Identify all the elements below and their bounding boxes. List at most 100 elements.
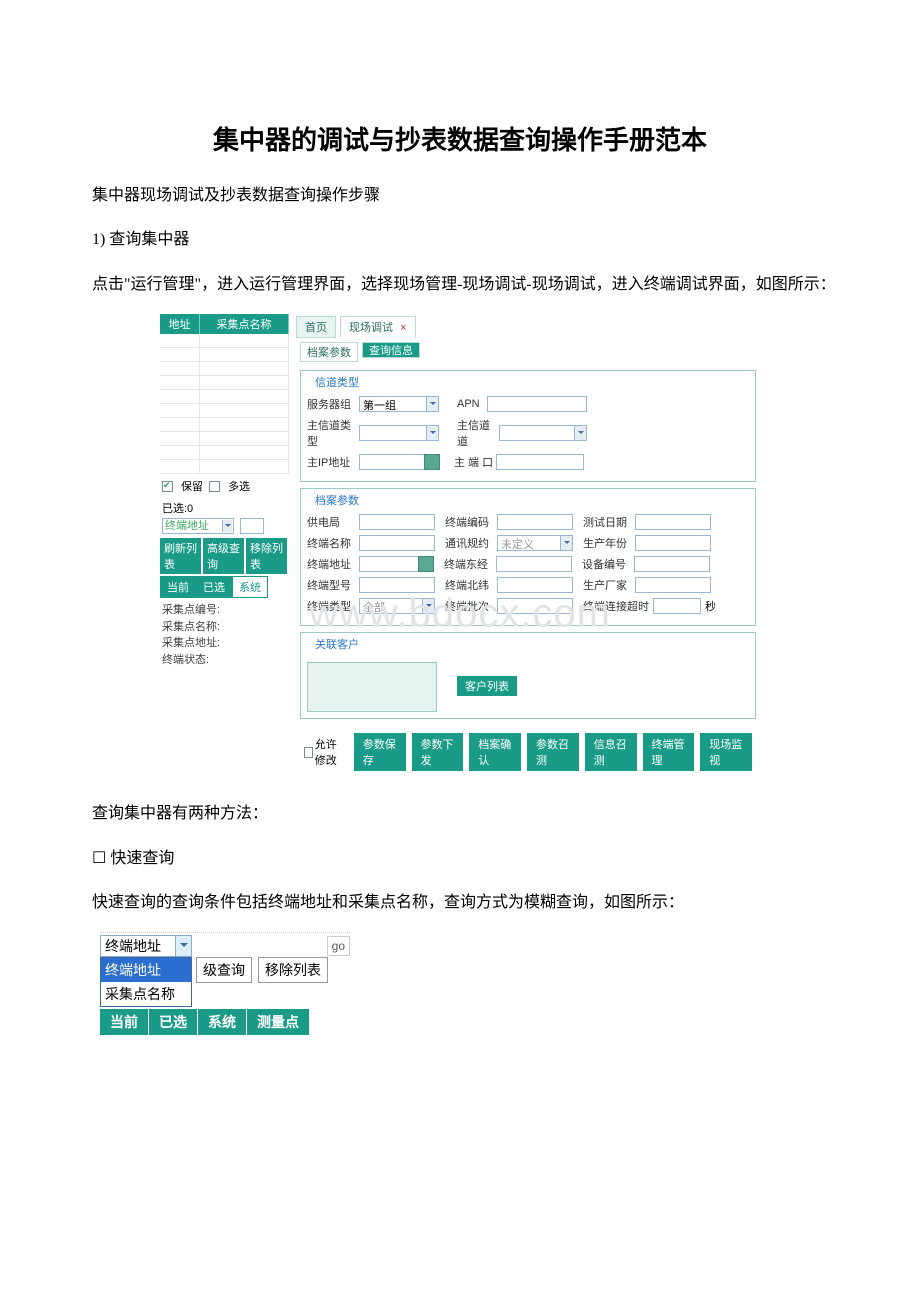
param-send-button[interactable]: 参数下发 (412, 733, 464, 771)
archive-confirm-button[interactable]: 档案确认 (469, 733, 521, 771)
bottom-tab-row: 当前 已选 系统 测量点 (100, 1009, 350, 1035)
left-tabstrip: 当前 已选 系统 (160, 576, 289, 598)
term-addr-input[interactable] (359, 556, 419, 572)
doc-title: 集中器的调试与抄表数据查询操作手册范本 (60, 120, 860, 157)
tab-debug[interactable]: 现场调试 × (340, 316, 416, 338)
archive-section: 档案参数 供电局 终端编码 测试日期 终端名称 通讯规约 未定义 生产年份 (300, 488, 756, 626)
multi-label: 多选 (228, 478, 250, 494)
main-channel-select[interactable] (499, 425, 587, 441)
tab-archive-params[interactable]: 档案参数 (300, 342, 358, 362)
close-icon[interactable]: × (400, 322, 406, 334)
info-recall-button[interactable]: 信息召测 (585, 733, 637, 771)
term-batch-input[interactable] (497, 598, 573, 614)
main-port-label: 主 端 口 (454, 454, 496, 470)
main-ip-input[interactable] (359, 454, 425, 470)
bottom-buttons: 允许修改 参数保存 参数下发 档案确认 参数召测 信息召测 终端管理 现场监视 (296, 725, 760, 775)
allow-edit-label: 允许修改 (315, 736, 348, 768)
refresh-list-button[interactable]: 刷新列表 (160, 538, 201, 574)
protocol-label: 通讯规约 (445, 535, 497, 551)
test-date-label: 测试日期 (583, 514, 635, 530)
customer-title: 关联客户 (311, 636, 363, 652)
power-bureau-label: 供电局 (307, 514, 359, 530)
go-button[interactable]: go (327, 936, 350, 956)
main-ch-type-select[interactable] (359, 425, 439, 441)
tab-query-info[interactable]: 查询信息 (362, 342, 420, 358)
term-code-label: 终端编码 (445, 514, 497, 530)
right-panel: 首页 现场调试 × 档案参数 查询信息 信道类型 服务器组 第一组 APN (290, 314, 760, 775)
remove-list-button[interactable]: 移除列表 (246, 538, 287, 574)
conn-timeout-input[interactable] (653, 598, 701, 614)
info-list: 采集点编号: 采集点名称: 采集点地址: 终端状态: (160, 598, 289, 672)
term-east-label: 终端东经 (444, 556, 496, 572)
channel-title: 信道类型 (311, 374, 363, 390)
main-ip-label: 主IP地址 (307, 454, 359, 470)
manufacturer-input[interactable] (635, 577, 711, 593)
channel-type-section: 信道类型 服务器组 第一组 APN 主信道类型 主信道道 主IP地址 (300, 370, 756, 482)
prod-year-input[interactable] (635, 535, 711, 551)
main-ch-type-label: 主信道类型 (307, 417, 359, 449)
terminal-addr-select-big[interactable]: 终端地址 (100, 935, 192, 957)
protocol-select[interactable]: 未定义 (497, 535, 573, 551)
tab2-system[interactable]: 系统 (197, 1009, 246, 1035)
term-name-label: 终端名称 (307, 535, 359, 551)
grid-header-addr[interactable]: 地址 (160, 314, 200, 334)
customer-section: 关联客户 客户列表 (300, 632, 756, 719)
tab2-selected[interactable]: 已选 (148, 1009, 197, 1035)
timeout-unit: 秒 (705, 598, 716, 614)
advanced-query-button[interactable]: 高级查询 (203, 538, 244, 574)
tab-system[interactable]: 系统 (232, 576, 268, 598)
tab-selected[interactable]: 已选 (196, 576, 232, 598)
apn-input[interactable] (487, 396, 587, 412)
left-action-buttons: 刷新列表 高级查询 移除列表 (160, 538, 289, 574)
term-north-input[interactable] (497, 577, 573, 593)
top-tabs: 首页 现场调试 × (296, 314, 760, 340)
term-code-input[interactable] (497, 514, 573, 530)
addr-picker-button[interactable] (418, 556, 434, 572)
dropdown-open[interactable]: 终端地址 采集点名称 (100, 957, 192, 1007)
term-name-input[interactable] (359, 535, 435, 551)
server-group-select[interactable]: 第一组 (359, 396, 439, 412)
keep-checkbox[interactable] (162, 481, 173, 492)
option-terminal-addr[interactable]: 终端地址 (101, 958, 191, 982)
device-no-input[interactable] (634, 556, 710, 572)
power-bureau-input[interactable] (359, 514, 435, 530)
option-collection-name[interactable]: 采集点名称 (101, 982, 191, 1006)
screenshot-main-ui: 地址 采集点名称 保留 多选 已选:0 (160, 314, 760, 775)
param-save-button[interactable]: 参数保存 (354, 733, 406, 771)
multi-checkbox[interactable] (209, 481, 220, 492)
doc-para-4: 查询集中器有两种方法： (60, 799, 860, 829)
tab-current[interactable]: 当前 (160, 576, 196, 598)
screenshot-dropdown-detail: 终端地址 go 终端地址 采集点名称 级查询 移除列表 当前 已选 系统 测量点 (100, 932, 350, 1035)
ip-picker-button[interactable] (424, 454, 440, 470)
info-collection-addr: 采集点地址: (162, 635, 287, 652)
keep-label: 保留 (181, 478, 203, 494)
tab2-current[interactable]: 当前 (100, 1009, 148, 1035)
level-query-button[interactable]: 级查询 (196, 957, 252, 983)
param-recall-button[interactable]: 参数召测 (527, 733, 579, 771)
terminal-manage-button[interactable]: 终端管理 (643, 733, 695, 771)
info-terminal-status: 终端状态: (162, 652, 287, 669)
term-east-input[interactable] (496, 556, 572, 572)
doc-para-1: 集中器现场调试及抄表数据查询操作步骤 (60, 181, 860, 211)
term-north-label: 终端北纬 (445, 577, 497, 593)
main-channel-label: 主信道道 (457, 417, 499, 449)
doc-para-6: 快速查询的查询条件包括终端地址和采集点名称，查询方式为模糊查询，如图所示： (60, 888, 860, 918)
main-port-input[interactable] (496, 454, 584, 470)
tab2-measure[interactable]: 测量点 (246, 1009, 309, 1035)
grid-header-name[interactable]: 采集点名称 (200, 314, 289, 334)
allow-edit-row: 允许修改 (304, 736, 348, 768)
tab-home[interactable]: 首页 (296, 316, 336, 338)
client-list-button[interactable]: 客户列表 (457, 676, 517, 696)
prod-year-label: 生产年份 (583, 535, 635, 551)
remove-list-button-2[interactable]: 移除列表 (258, 957, 328, 983)
terminal-addr-select[interactable]: 终端地址 (162, 518, 234, 534)
archive-title: 档案参数 (311, 492, 363, 508)
term-type-select[interactable]: 全部 (359, 598, 435, 614)
selected-count: 已选:0 (162, 500, 193, 516)
scene-monitor-button[interactable]: 现场监视 (700, 733, 752, 771)
info-collection-id: 采集点编号: (162, 602, 287, 619)
apn-label: APN (457, 398, 487, 410)
test-date-input[interactable] (635, 514, 711, 530)
allow-edit-checkbox[interactable] (304, 747, 313, 758)
term-model-input[interactable] (359, 577, 435, 593)
